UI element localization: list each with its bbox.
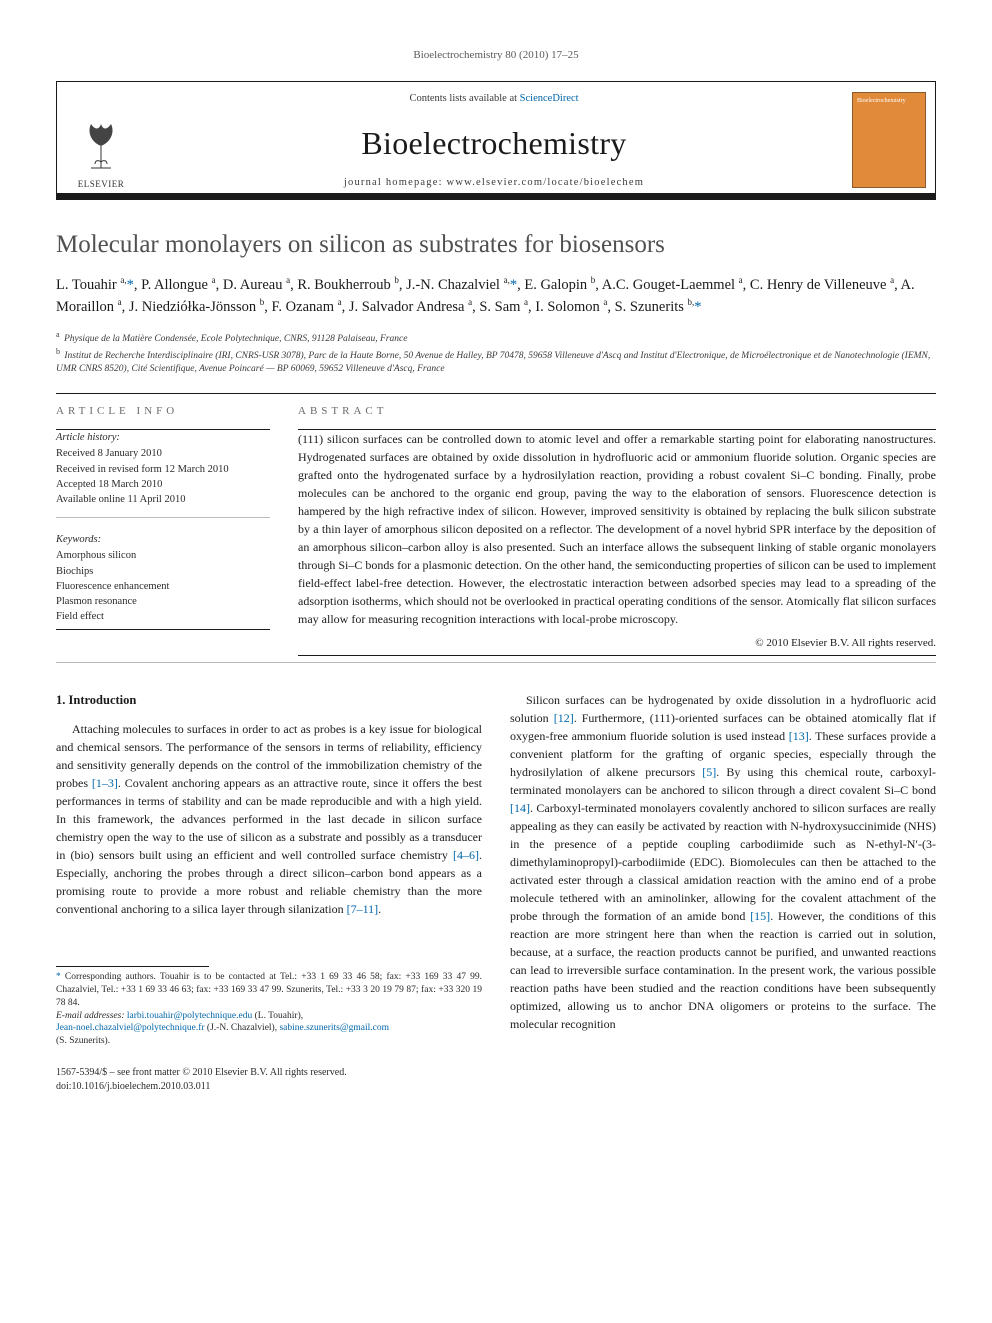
ref-link-13[interactable]: [13] (789, 729, 809, 743)
footnote-rule (56, 966, 209, 967)
abstract-text: (111) silicon surfaces can be controlled… (298, 430, 936, 628)
email-who-3: (S. Szunerits). (56, 1036, 110, 1046)
intro-p1-b: . Covalent anchoring appears as an attra… (56, 776, 482, 862)
ref-link-5[interactable]: [5] (702, 765, 716, 779)
email-who-2: (J.-N. Chazalviel), (205, 1023, 280, 1033)
intro-heading: 1. Introduction (56, 691, 482, 710)
email-link-3[interactable]: sabine.szunerits@gmail.com (279, 1023, 389, 1033)
article-info-column: article info Article history: Received 8… (56, 404, 270, 657)
intro-paragraph-1: Attaching molecules to surfaces in order… (56, 720, 482, 918)
keyword: Biochips (56, 564, 270, 579)
email-footnote: E-mail addresses: larbi.touahir@polytech… (56, 1010, 482, 1048)
ref-link-14[interactable]: [14] (510, 801, 530, 815)
article-info-label: article info (56, 404, 270, 419)
ref-link-15[interactable]: [15] (750, 909, 770, 923)
history-received: Received 8 January 2010 (56, 446, 270, 461)
history-online: Available online 11 April 2010 (56, 492, 270, 507)
journal-homepage-url: www.elsevier.com/locate/bioelechem (447, 177, 645, 188)
email-who-1: (L. Touahir), (252, 1011, 303, 1021)
abstract-copyright: © 2010 Elsevier B.V. All rights reserved… (298, 636, 936, 651)
abstract-bottom-rule (298, 655, 936, 656)
intro-p2-f: . However, the conditions of this reacti… (510, 909, 936, 1031)
ref-link-4-6[interactable]: [4–6] (453, 848, 479, 862)
affiliations: a Physique de la Matière Condensée, Ecol… (56, 329, 936, 377)
keyword: Fluorescence enhancement (56, 579, 270, 594)
masthead-center: Contents lists available at ScienceDirec… (145, 82, 843, 198)
keywords-block: Keywords: Amorphous siliconBiochipsFluor… (56, 532, 270, 624)
ref-link-12[interactable]: [12] (554, 711, 574, 725)
keywords-heading: Keywords: (56, 532, 270, 547)
info-bottom-rule (56, 629, 270, 630)
corr-star-icon: * (56, 972, 61, 982)
article-history: Article history: Received 8 January 2010… (56, 430, 270, 518)
masthead-rule (57, 193, 935, 199)
journal-name: Bioelectrochemistry (153, 121, 835, 166)
email-link-1[interactable]: larbi.touahir@polytechnique.edu (127, 1011, 252, 1021)
history-heading: Article history: (56, 430, 270, 445)
body-columns: 1. Introduction Attaching molecules to s… (56, 691, 936, 1048)
publisher-name: ELSEVIER (78, 178, 125, 191)
keyword: Plasmon resonance (56, 594, 270, 609)
abstract-column: abstract (111) silicon surfaces can be c… (298, 404, 936, 657)
section-rule (56, 393, 936, 394)
history-accepted: Accepted 18 March 2010 (56, 477, 270, 492)
keyword: Field effect (56, 609, 270, 624)
contents-prefix: Contents lists available at (409, 93, 519, 104)
footer-front-matter: 1567-5394/$ – see front matter © 2010 El… (56, 1066, 936, 1080)
abstract-label: abstract (298, 404, 936, 419)
journal-cover-thumb: Bioelectrochemistry (852, 92, 926, 188)
homepage-prefix: journal homepage: (344, 177, 447, 188)
page-footer: 1567-5394/$ – see front matter © 2010 El… (56, 1066, 936, 1093)
keyword: Amorphous silicon (56, 548, 270, 563)
footer-doi: doi:10.1016/j.bioelechem.2010.03.011 (56, 1080, 936, 1094)
body-top-rule (56, 662, 936, 663)
journal-masthead: ELSEVIER Contents lists available at Sci… (56, 81, 936, 199)
article-title: Molecular monolayers on silicon as subst… (56, 230, 936, 260)
corresponding-footnote: * Corresponding authors. Touahir is to b… (56, 971, 482, 1009)
cover-label: Bioelectrochemistry (857, 97, 921, 105)
elsevier-tree-icon (73, 116, 129, 172)
sciencedirect-link[interactable]: ScienceDirect (520, 93, 579, 104)
affiliation: b Institut de Recherche Interdisciplinai… (56, 346, 936, 377)
history-revised: Received in revised form 12 March 2010 (56, 462, 270, 477)
cover-thumb-wrap: Bioelectrochemistry (843, 82, 935, 198)
ref-link-7-11[interactable]: [7–11] (347, 902, 379, 916)
intro-p1-d: . (378, 902, 381, 916)
email-link-2[interactable]: Jean-noel.chazalviel@polytechnique.fr (56, 1023, 205, 1033)
journal-homepage-line: journal homepage: www.elsevier.com/locat… (153, 176, 835, 191)
affiliation: a Physique de la Matière Condensée, Ecol… (56, 329, 936, 346)
footnotes: * Corresponding authors. Touahir is to b… (56, 966, 482, 1048)
ref-link-1-3[interactable]: [1–3] (92, 776, 118, 790)
author-list: L. Touahir a,*, P. Allongue a, D. Aureau… (56, 274, 936, 319)
email-label: E-mail addresses: (56, 1011, 127, 1021)
intro-p2-e: . Carboxyl-terminated monolayers covalen… (510, 801, 936, 923)
contents-lists-line: Contents lists available at ScienceDirec… (153, 92, 835, 107)
running-head: Bioelectrochemistry 80 (2010) 17–25 (56, 48, 936, 63)
publisher-block: ELSEVIER (57, 82, 145, 198)
corr-text: Corresponding authors. Touahir is to be … (56, 972, 482, 1008)
intro-paragraph-2: Silicon surfaces can be hydrogenated by … (510, 691, 936, 1033)
